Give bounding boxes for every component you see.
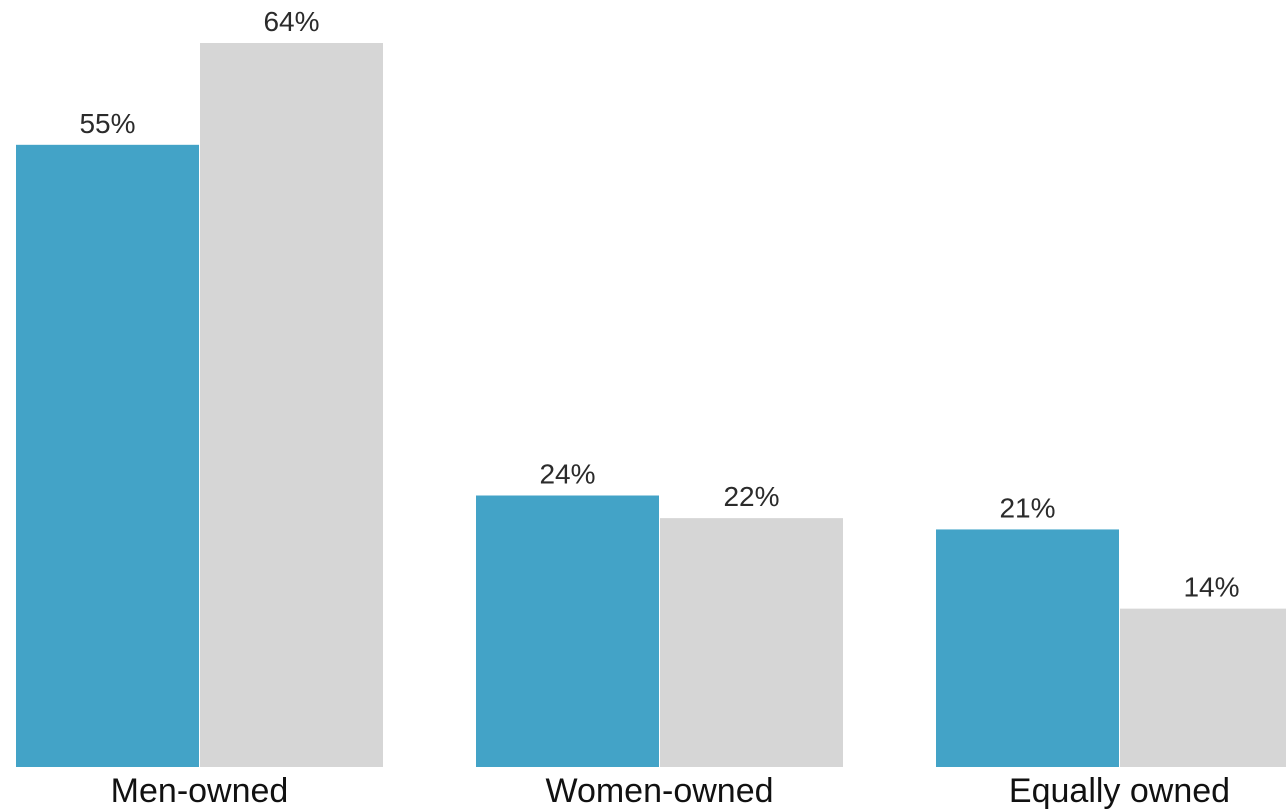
data-label-3-series-2: 14% xyxy=(1183,572,1239,603)
category-labels-group: Men-owned Women-owned Equally owned xyxy=(111,772,1230,809)
bar-3-series-1 xyxy=(936,529,1119,767)
category-label-1: Men-owned xyxy=(111,772,289,809)
bar-3-series-2 xyxy=(1120,608,1286,767)
bar-1-series-2 xyxy=(200,43,383,767)
category-label-3: Equally owned xyxy=(1009,772,1230,809)
value-labels-group: 55% 64% 24% 22% 21% 14% xyxy=(79,6,1239,603)
bar-2-series-1 xyxy=(476,495,659,767)
data-label-1-series-1: 55% xyxy=(79,108,135,139)
category-label-2: Women-owned xyxy=(545,772,773,809)
bars-group xyxy=(16,43,1286,767)
data-label-1-series-2: 64% xyxy=(263,6,319,37)
data-label-3-series-1: 21% xyxy=(999,492,1055,523)
bar-2-series-2 xyxy=(660,518,843,767)
data-label-2-series-2: 22% xyxy=(723,481,779,512)
data-label-2-series-1: 24% xyxy=(539,459,595,490)
bar-1-series-1 xyxy=(16,144,199,767)
